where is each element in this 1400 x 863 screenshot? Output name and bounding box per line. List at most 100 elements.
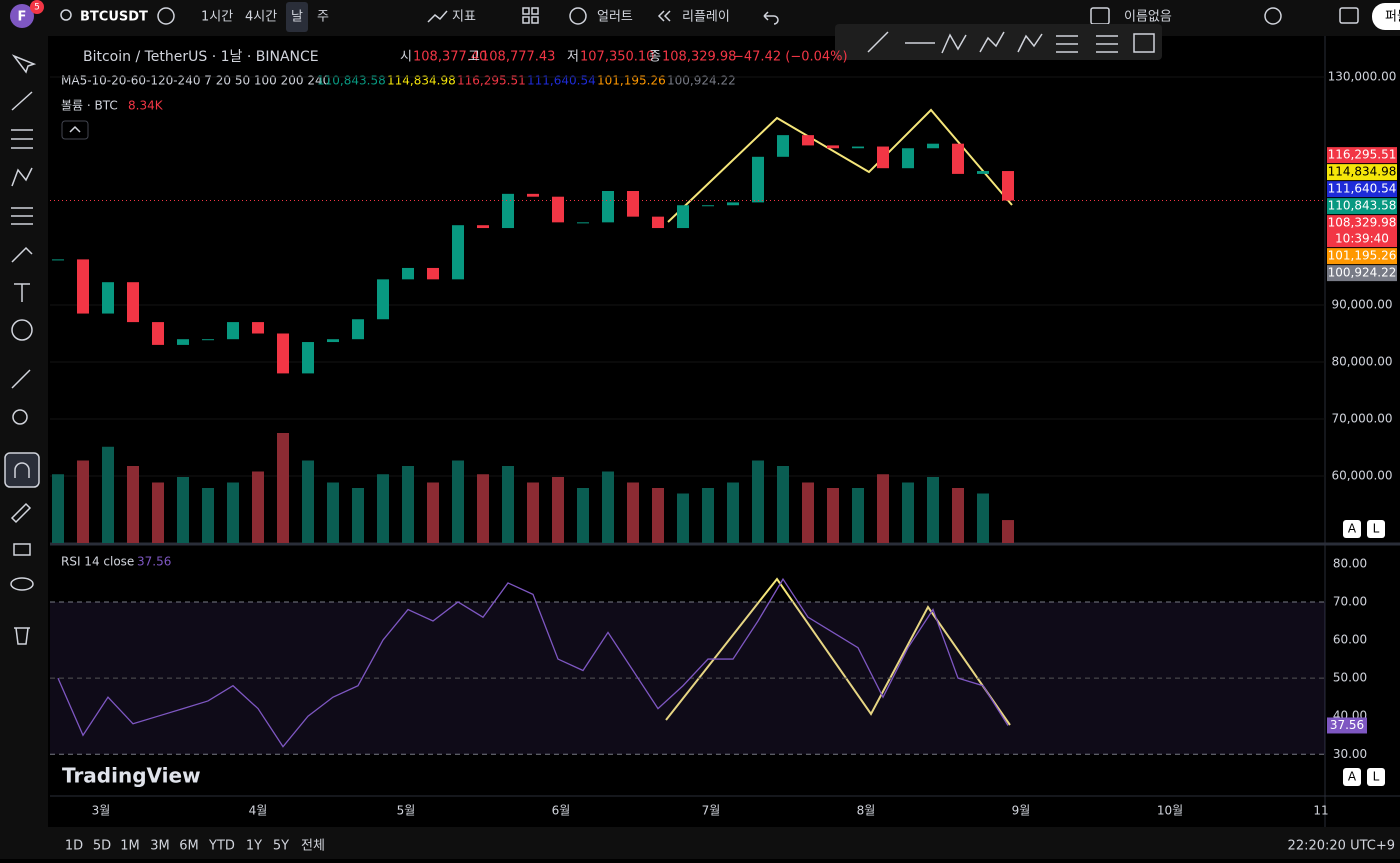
range-button[interactable]: 전체 [301, 839, 325, 854]
templates-icon [531, 16, 539, 24]
scale-button[interactable] [1367, 520, 1385, 538]
ohlc-label: 저 [567, 50, 579, 65]
undo[interactable] [763, 11, 779, 25]
ohlc-label: 시 [400, 50, 412, 65]
volume-bar [52, 474, 64, 543]
snapshot[interactable] [1339, 7, 1359, 24]
settings[interactable] [1264, 7, 1282, 25]
range-button[interactable]: 5D [93, 839, 111, 854]
volume-bar [727, 482, 739, 543]
indicators-button[interactable]: 지표 [452, 10, 476, 25]
rsi-tick-label: 50.00 [1333, 671, 1367, 685]
ohlc-value: 108,329.98 [662, 50, 736, 65]
candle [102, 282, 114, 314]
ma-value: 111,640.54 [527, 74, 596, 88]
range-button[interactable]: 3M [150, 839, 170, 854]
drawing-tool-icons[interactable] [867, 31, 1118, 54]
volume-bar [802, 482, 814, 543]
price-tag [1327, 181, 1397, 198]
range-button[interactable]: 1Y [246, 839, 262, 854]
drawing-tool-icon[interactable] [1133, 33, 1155, 53]
ma-value: 100,924.22 [667, 74, 736, 88]
volume-bar [252, 471, 264, 543]
volume-bar [627, 482, 639, 543]
ma-value: 101,195.26 [597, 74, 666, 88]
candle [927, 143, 939, 149]
price-tick-label: 130,000.00 [1328, 69, 1397, 83]
candle [602, 190, 614, 223]
volume-bar [952, 488, 964, 543]
volume-bar [277, 433, 289, 543]
volume-bar [477, 474, 489, 543]
volume-bar [702, 488, 714, 543]
volume-bar [452, 460, 464, 543]
price-tag-label: 114,834.98 [1328, 165, 1397, 179]
volume-bar [827, 488, 839, 543]
candle [952, 143, 964, 174]
volume-bar [527, 482, 539, 543]
range-button[interactable]: 6M [179, 839, 199, 854]
scale-button[interactable] [1343, 520, 1361, 538]
candle [52, 259, 64, 261]
volume-bar [977, 493, 989, 543]
candle [152, 322, 164, 345]
volume-bar [77, 460, 89, 543]
scale-button[interactable] [1367, 768, 1385, 786]
price-tick-label: 80,000.00 [1331, 355, 1392, 369]
volume-bar [402, 466, 414, 543]
volume-bar [752, 460, 764, 543]
interval[interactable]: 4시간 [245, 10, 277, 25]
interval[interactable]: 날 [291, 10, 303, 25]
candle [627, 190, 639, 217]
volume-bar [552, 477, 564, 543]
candle [302, 342, 314, 374]
templates-icon [531, 7, 539, 15]
interval[interactable]: 1시간 [201, 10, 233, 25]
range-button[interactable]: 1D [65, 839, 83, 854]
volume-value: 8.34K [128, 99, 164, 113]
candle [977, 171, 989, 174]
symbol[interactable]: BTCUSDT [80, 10, 148, 25]
collapse-legend[interactable] [61, 120, 89, 140]
candle [852, 146, 864, 149]
candle [727, 202, 739, 206]
rsi-tag [1327, 717, 1367, 734]
candle [652, 216, 664, 229]
interval[interactable]: 주 [317, 10, 329, 25]
volume-bar [777, 466, 789, 543]
layout-name[interactable]: 이름없음 [1124, 10, 1172, 25]
volume-bar [852, 488, 864, 543]
range-button[interactable]: 5Y [273, 839, 289, 854]
price-tag-label: 100,924.22 [1328, 266, 1397, 280]
volume-bar [427, 482, 439, 543]
volume-bar [377, 474, 389, 543]
price-tag [1327, 147, 1397, 164]
rsi-line [57, 577, 1009, 748]
search-icon[interactable] [60, 9, 72, 21]
indicator-icon [427, 10, 448, 23]
replay-button[interactable]: 리플레이 [682, 10, 730, 25]
scale-button[interactable] [1343, 768, 1361, 786]
pattern-drawing [665, 577, 1011, 726]
avatar[interactable] [10, 4, 34, 28]
clock: 22:20:20 UTC+9 [1288, 839, 1395, 854]
candle [402, 267, 414, 280]
left-tool-icons[interactable] [4, 54, 40, 645]
alert-button[interactable]: 얼러트 [597, 10, 633, 25]
add-symbol[interactable] [157, 7, 175, 25]
rsi-title: RSI 14 close [61, 555, 134, 569]
volume-bar [227, 482, 239, 543]
left-toolbar [0, 36, 48, 859]
templates-icon[interactable] [522, 7, 530, 15]
volume-bar [652, 488, 664, 543]
range-button[interactable]: YTD [208, 839, 235, 854]
watermark: TradingView [62, 764, 201, 788]
rsi-tag-label: 37.56 [1330, 718, 1364, 732]
range-button[interactable]: 1M [120, 839, 140, 854]
price-tag-label: 101,195.26 [1328, 249, 1397, 263]
volume-bar [302, 460, 314, 543]
candle [1002, 171, 1014, 201]
publish-button[interactable] [1372, 3, 1400, 30]
volume-bar [352, 488, 364, 543]
candle [702, 205, 714, 207]
